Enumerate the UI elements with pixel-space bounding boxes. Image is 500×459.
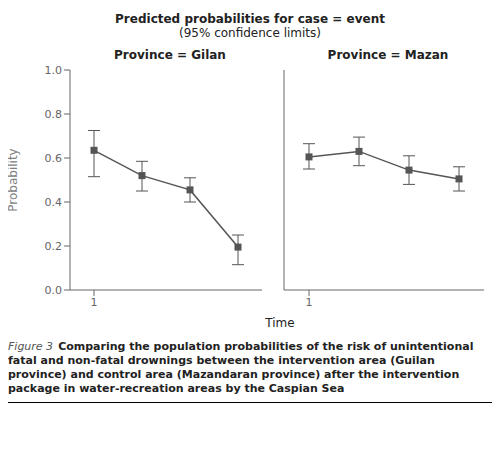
html-text:Province = Gilan: Province = Gilan	[114, 48, 226, 62]
svg-text:1: 1	[306, 296, 313, 309]
svg-text:1: 1	[91, 296, 98, 309]
html-text:Predicted probabilities for ca: Predicted probabilities for case = event	[115, 12, 385, 26]
svg-text:0.8: 0.8	[45, 108, 63, 121]
svg-text:0.2: 0.2	[45, 240, 63, 253]
svg-text:0.4: 0.4	[45, 196, 63, 209]
svg-text:0.0: 0.0	[45, 284, 63, 297]
html-text:Province = Mazan: Province = Mazan	[327, 48, 449, 62]
html-text:Figure 3 Comparing the populat: Figure 3 Comparing the population probab…	[8, 340, 474, 395]
html-text:(95% confidence limits): (95% confidence limits)	[179, 26, 321, 40]
svg-text:1.0: 1.0	[45, 64, 63, 77]
html-text:Time: Time	[265, 316, 295, 330]
svg-text:Probability: Probability	[8, 148, 20, 211]
svg-text:0.6: 0.6	[45, 152, 63, 165]
